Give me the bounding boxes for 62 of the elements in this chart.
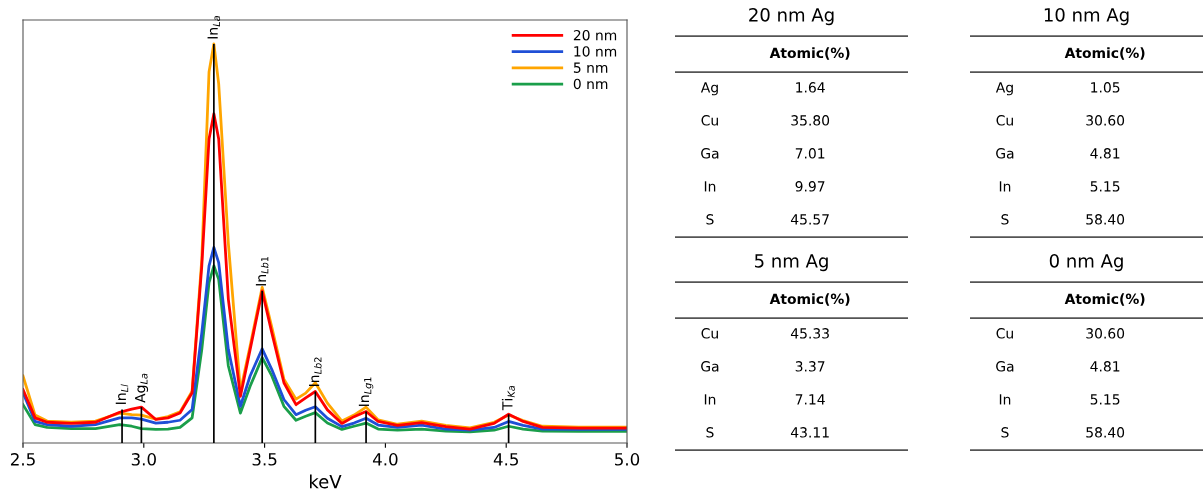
text: 58.40	[1086, 427, 1125, 438]
annotation: In$_{Lb2}$	[309, 357, 322, 386]
text: 35.80	[791, 115, 830, 126]
text: Atomic(%)	[769, 293, 850, 306]
text: 30.60	[1086, 328, 1125, 339]
x-tick-label: 3.5	[252, 453, 277, 466]
category-label: In	[999, 181, 1011, 192]
annotation: In$_{Lb1}$	[255, 256, 269, 286]
text: 9.97	[795, 181, 825, 192]
text: 30.60	[1086, 115, 1125, 126]
category-label: In	[704, 394, 716, 405]
legend-label: 10 nm	[574, 46, 617, 57]
text: 10 nm Ag	[1044, 7, 1129, 26]
category-label: S	[706, 427, 714, 438]
category-label: Ag	[700, 82, 718, 96]
category-label: S	[1001, 214, 1009, 225]
x-axis-title: keV	[310, 474, 342, 489]
category-label: Ga	[996, 361, 1014, 372]
text: 7.14	[795, 394, 825, 405]
text: Atomic(%)	[1064, 293, 1145, 306]
text: 4.81	[1090, 148, 1120, 159]
text: 1.05	[1091, 82, 1120, 93]
category-label: In	[704, 181, 716, 192]
annotation: Ag$_{La}$	[135, 373, 149, 403]
x-tick-label: 4.5	[493, 453, 518, 466]
text: 5 nm Ag	[754, 254, 828, 272]
text: 5.15	[1090, 394, 1120, 405]
text: 5.15	[1090, 181, 1120, 192]
x-tick-label: 5.0	[615, 453, 640, 466]
category-label: Ag	[995, 82, 1013, 96]
x-tick-label: 3.0	[131, 453, 156, 466]
x-tick-label: 4.0	[372, 453, 398, 466]
text: 45.33	[790, 328, 829, 339]
category-label: Cu	[701, 328, 718, 339]
annotation: In$_{Ll}$	[115, 384, 129, 404]
legend-label: 0 nm	[573, 78, 608, 90]
text: 58.40	[1086, 214, 1125, 225]
text: 0 nm Ag	[1049, 253, 1123, 272]
text: Atomic(%)	[769, 47, 850, 60]
annotation: In$_{Lg1}$	[358, 377, 374, 406]
text: 45.57	[790, 214, 829, 225]
category-label: Ga	[701, 361, 719, 372]
text: 43.11	[790, 427, 829, 438]
text: Atomic(%)	[1064, 47, 1145, 60]
category-label: Cu	[996, 328, 1013, 339]
x-tick-label: 2.5	[10, 453, 35, 466]
category-label: Cu	[701, 115, 718, 126]
category-label: S	[706, 214, 714, 225]
category-label: Cu	[996, 115, 1013, 126]
category-label: Ga	[996, 148, 1014, 159]
category-label: Ga	[701, 148, 719, 159]
category-label: In	[999, 394, 1011, 405]
category-label: S	[1001, 427, 1009, 438]
text: 7.01	[795, 148, 825, 159]
text: 20 nm Ag	[749, 7, 834, 26]
legend-label: 5 nm	[573, 62, 608, 73]
legend-label: 20 nm	[573, 29, 617, 41]
annotation: In$_{La}$	[207, 16, 221, 39]
text: 3.37	[795, 361, 825, 372]
text: 1.64	[796, 82, 825, 93]
text: 4.81	[1090, 361, 1120, 372]
annotation: Ti$_{Ka}$	[501, 385, 515, 411]
